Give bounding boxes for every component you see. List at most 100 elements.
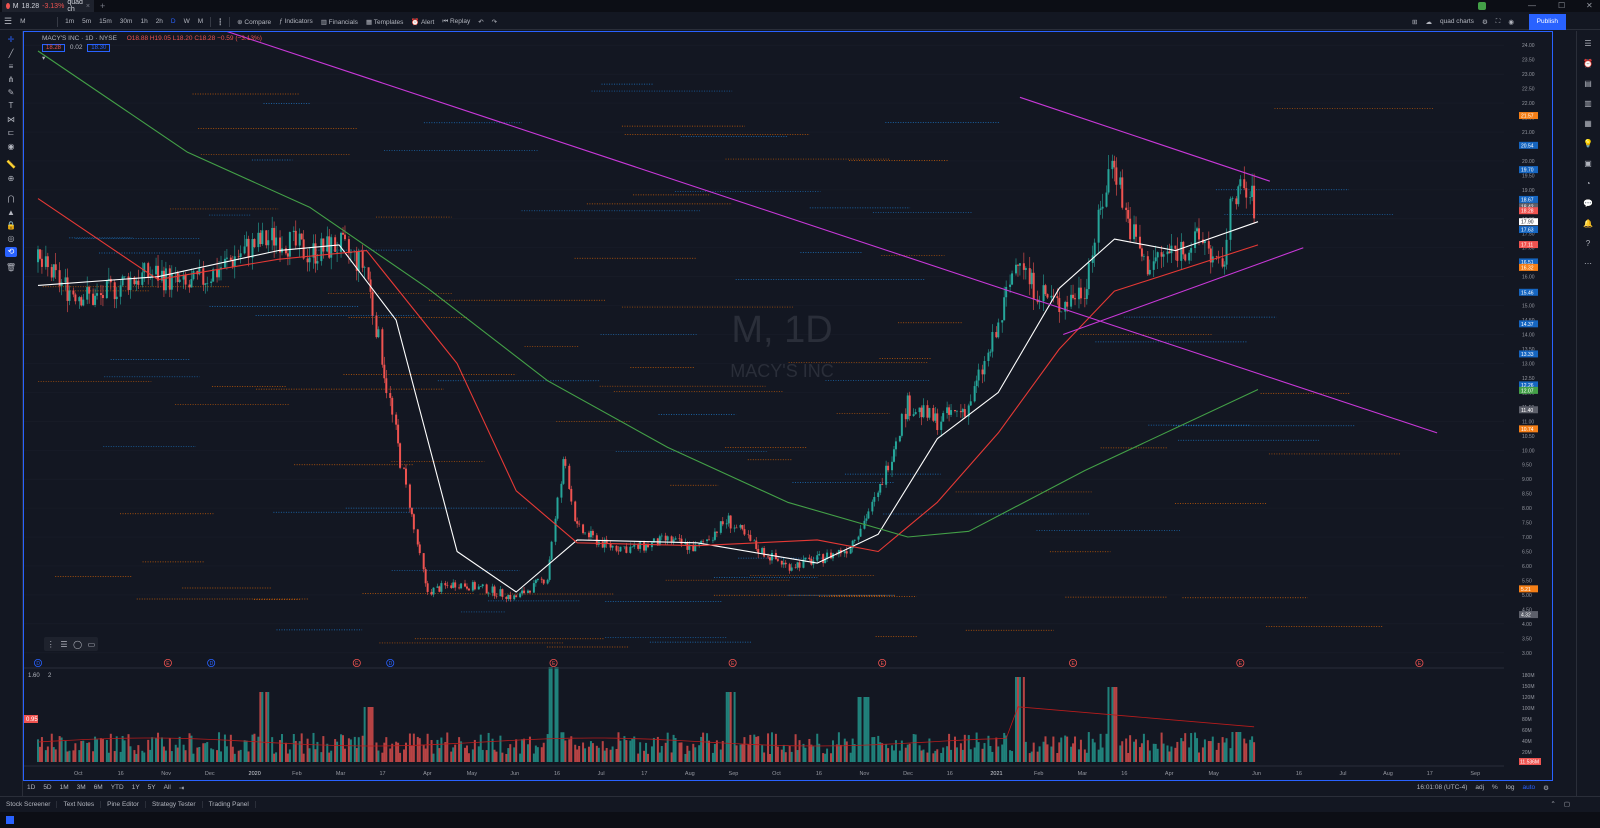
rectangle-icon[interactable]: ▭ [87, 639, 96, 649]
clock[interactable]: 16:01:08 (UTC-4) [1416, 784, 1468, 791]
new-tab-button[interactable]: + [100, 1, 106, 11]
trendlines[interactable] [225, 32, 1438, 434]
interval-d[interactable]: D [170, 18, 176, 25]
chat-icon[interactable]: 💬 [1583, 199, 1593, 208]
windows-start-icon[interactable] [6, 816, 14, 824]
tab-close-icon[interactable]: × [85, 2, 90, 10]
tab-pine-editor[interactable]: Pine Editor [101, 800, 146, 808]
ask-button[interactable]: 18.30 [87, 44, 111, 52]
extension-icon[interactable] [1478, 2, 1486, 10]
calendar-icon[interactable]: ▦ [1584, 119, 1592, 128]
range-1d[interactable]: 1D [27, 784, 36, 791]
drag-handle-icon[interactable]: ⋮ [46, 639, 55, 649]
layout-grid-icon[interactable]: ⊞ [1412, 18, 1418, 26]
hide-drawings-icon[interactable]: ◎ [7, 234, 15, 243]
range-3m[interactable]: 3M [76, 784, 86, 791]
chart-pane[interactable]: M, 1D MACY'S INC D E D E D E E E E E E 1.60 2 0.95… [23, 31, 1553, 781]
camera-icon[interactable]: ◉ [1508, 18, 1514, 26]
brush-tool-icon[interactable]: ✎ [7, 88, 15, 97]
alert-button[interactable]: ⏰ Alert [407, 18, 438, 26]
interval-m[interactable]: M [197, 18, 204, 25]
ideas-icon[interactable]: 💡 [1583, 139, 1593, 148]
compare-button[interactable]: ⊕ Compare [233, 18, 275, 26]
undo-icon[interactable]: ↶ [478, 18, 484, 26]
fullscreen-icon[interactable]: ⛶ [1495, 17, 1501, 25]
data-window-icon[interactable]: ▤ [1584, 79, 1592, 88]
interval-1h[interactable]: 1h [140, 18, 148, 25]
eye-icon[interactable]: ◉ [7, 142, 15, 151]
streams-icon[interactable]: ◔ [1585, 179, 1591, 188]
scale-settings-icon[interactable]: ⚙ [1543, 784, 1549, 792]
watchlist-icon[interactable]: ☰ [1584, 39, 1592, 48]
minimize-button[interactable]: — [1528, 1, 1536, 10]
symbol-search[interactable]: M [20, 18, 26, 25]
interval-w[interactable]: W [183, 18, 190, 25]
log-toggle[interactable]: log [1505, 784, 1515, 791]
tab-stock-screener[interactable]: Stock Screener [0, 800, 58, 808]
menu-icon[interactable]: ☰ [4, 16, 13, 26]
interval-15m[interactable]: 15m [99, 18, 112, 25]
templates-button[interactable]: ▦ Templates [362, 18, 407, 26]
redo-icon[interactable]: ↷ [491, 18, 498, 26]
lock-drawing-icon[interactable]: ▲ [7, 208, 15, 217]
pattern-tool-icon[interactable]: ⋈ [7, 115, 15, 124]
interval-2h[interactable]: 2h [155, 18, 163, 25]
tab-trading-panel[interactable]: Trading Panel [203, 800, 256, 808]
order-panel-icon[interactable]: ⋯ [1584, 259, 1592, 268]
interval-30m[interactable]: 30m [119, 18, 133, 25]
ellipse-icon[interactable]: ◯ [73, 639, 83, 649]
trash-icon[interactable]: 🗑 [5, 263, 17, 272]
interval-5m[interactable]: 5m [82, 18, 92, 25]
hotlists-icon[interactable]: ▥ [1584, 99, 1592, 108]
percent-toggle[interactable]: % [1492, 784, 1498, 791]
settings-gear-icon[interactable]: ⚙ [1481, 18, 1488, 26]
sync-drawings-icon[interactable]: ⟲ [5, 247, 17, 257]
help-icon[interactable]: ? [1585, 239, 1591, 248]
range-ytd[interactable]: YTD [110, 784, 124, 791]
maximize-button[interactable]: ☐ [1558, 1, 1566, 10]
fib-tool-icon[interactable]: ≡ [8, 62, 14, 71]
ruler-icon[interactable]: 📏 [6, 160, 16, 169]
text-tool-icon[interactable]: T [8, 101, 14, 110]
alerts-clock-icon[interactable]: ⏰ [1583, 59, 1593, 68]
pitchfork-tool-icon[interactable]: ⋔ [7, 75, 15, 84]
price-chart[interactable]: M, 1D MACY'S INC D E D E D E E E E E E 1.60 2 0.95… [24, 32, 1552, 780]
range-1y[interactable]: 1Y [131, 784, 140, 791]
indicators-button[interactable]: ƒ Indicators [275, 18, 317, 25]
volume-axis[interactable]: 180M 150M 120M 100M 80M 60M 40M 20M 11.536M [1519, 673, 1541, 766]
range-all[interactable]: All [163, 784, 171, 791]
interval-1m[interactable]: 1m [65, 18, 75, 25]
indicator-toggle[interactable]: ▾ 1.60 [42, 54, 262, 62]
adj-toggle[interactable]: adj [1475, 784, 1485, 791]
collapse-panel-icon[interactable]: ⌃ [1550, 801, 1556, 808]
range-5y[interactable]: 5Y [147, 784, 156, 791]
chart-type-candles-icon[interactable]: ┇ [218, 18, 223, 26]
magnet-icon[interactable]: ⋂ [7, 194, 15, 203]
news-icon[interactable]: ▣ [1584, 159, 1592, 168]
range-6m[interactable]: 6M [93, 784, 103, 791]
bid-button[interactable]: 18.28 [42, 44, 66, 52]
close-window-button[interactable]: ✕ [1586, 1, 1593, 10]
price-axis[interactable]: 24.0023.5023.0022.5022.0021.5021.0020.50… [1504, 32, 1552, 780]
time-axis[interactable]: Oct 16 Nov Dec 2020 Feb Mar 17 Apr May Jun 16 Jul 17 A… [24, 765, 1504, 777]
tab-strategy-tester[interactable]: Strategy Tester [146, 800, 203, 808]
publish-button[interactable]: Publish [1528, 14, 1566, 30]
zoom-icon[interactable]: ⊕ [7, 174, 15, 183]
auto-toggle[interactable]: auto [1522, 784, 1536, 791]
maximize-panel-icon[interactable]: ▢ [1563, 801, 1570, 808]
financials-button[interactable]: ▥ Financials [317, 18, 362, 26]
tab-text-notes[interactable]: Text Notes [57, 800, 102, 808]
layout-name[interactable]: quad charts [1439, 18, 1474, 25]
notifications-icon[interactable]: 🔔 [1583, 219, 1593, 228]
range-5d[interactable]: 5D [43, 784, 52, 791]
crosshair-icon[interactable]: ✛ [7, 35, 15, 44]
replay-button[interactable]: ⏮ Replay [438, 18, 474, 26]
lock-icon[interactable]: 🔒 [6, 221, 16, 230]
range-1m[interactable]: 1M [59, 784, 69, 791]
trendline-tool-icon[interactable]: ╱ [8, 49, 14, 58]
floating-drawing-toolbar[interactable]: ⋮ ☰ ◯ ▭ [44, 637, 98, 651]
template-icon[interactable]: ☰ [60, 639, 68, 649]
goto-date-icon[interactable]: ⇥ [178, 784, 185, 792]
browser-tab[interactable]: M 18.28 -3.13% quad ch × [2, 0, 94, 13]
